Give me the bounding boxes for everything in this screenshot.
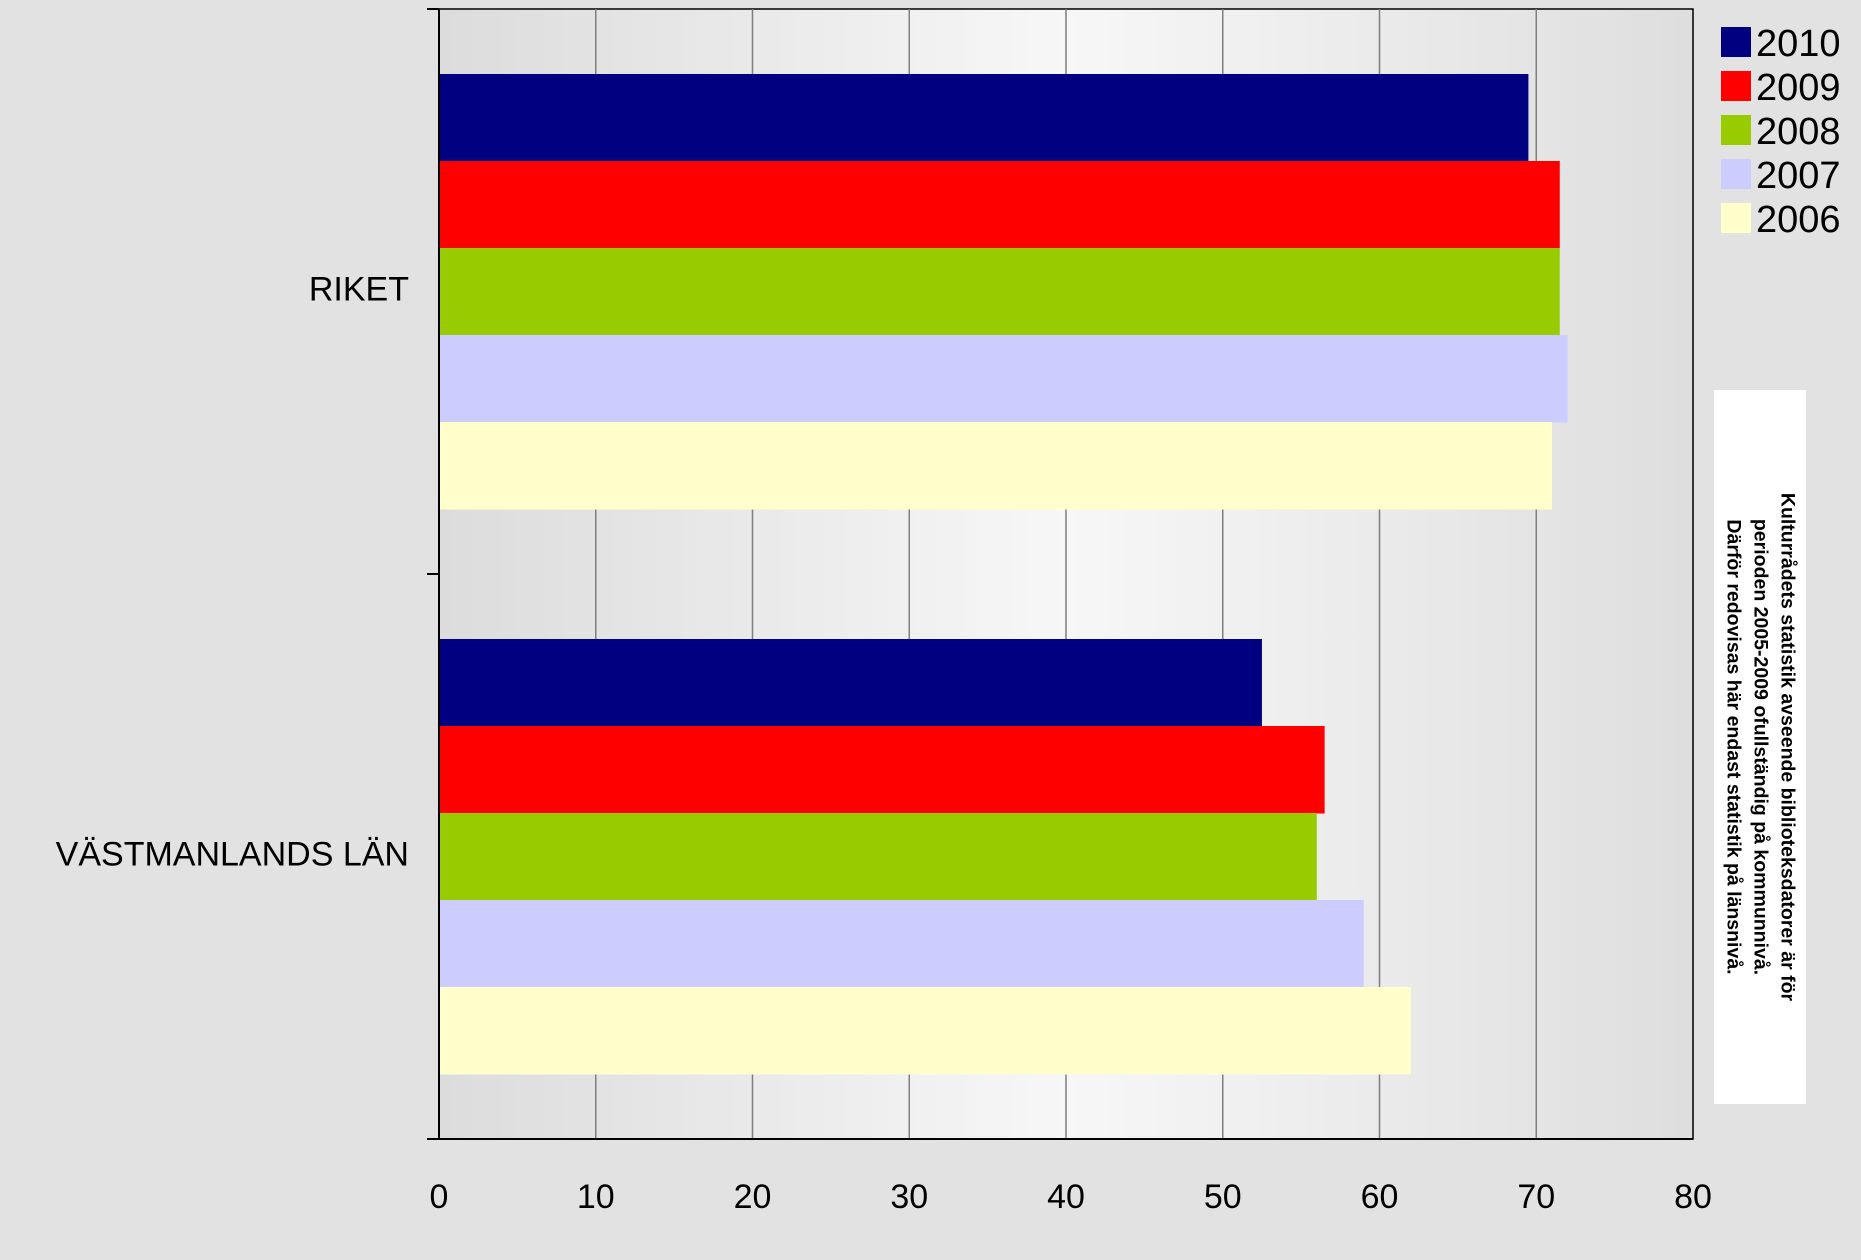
x-tick-label: 60: [1361, 1178, 1399, 1216]
category-label: RIKET: [309, 270, 409, 308]
legend-swatch: [1721, 115, 1751, 145]
legend-item: 2007: [1721, 155, 1841, 197]
bar-2009-1: [439, 726, 1325, 814]
legend-swatch: [1721, 71, 1751, 101]
note-text: Kulturrådets statistik avseende bibliote…: [1722, 492, 1799, 1002]
legend-label: 2006: [1756, 199, 1841, 241]
legend-item: 2008: [1721, 111, 1841, 153]
legend-item: 2009: [1721, 67, 1841, 109]
bar-2010-0: [439, 74, 1529, 162]
legend-label: 2007: [1756, 155, 1841, 197]
bar-2010-1: [439, 639, 1262, 727]
bar-2009-0: [439, 161, 1560, 249]
bar-2008-1: [439, 813, 1317, 901]
bar-2006-1: [439, 987, 1411, 1075]
bar-2007-0: [439, 335, 1568, 423]
legend-label: 2008: [1756, 111, 1841, 153]
x-tick-label: 80: [1674, 1178, 1712, 1216]
legend-swatch: [1721, 203, 1751, 233]
legend-label: 2010: [1756, 23, 1841, 65]
note-box: Kulturrådets statistik avseende bibliote…: [1714, 390, 1806, 1104]
legend-swatch: [1721, 27, 1751, 57]
bar-2006-0: [439, 422, 1552, 510]
x-tick-label: 10: [577, 1178, 615, 1216]
bar-2007-1: [439, 900, 1364, 988]
x-tick-label: 20: [734, 1178, 772, 1216]
legend-item: 2006: [1721, 199, 1841, 241]
x-tick-label: 0: [430, 1178, 449, 1216]
legend-item: 2010: [1721, 23, 1841, 65]
bar-2008-0: [439, 248, 1560, 336]
legend-swatch: [1721, 159, 1751, 189]
x-tick-label: 70: [1517, 1178, 1555, 1216]
x-tick-label: 50: [1204, 1178, 1242, 1216]
x-tick-label: 40: [1047, 1178, 1085, 1216]
category-label: VÄSTMANLANDS LÄN: [56, 835, 409, 873]
legend-label: 2009: [1756, 67, 1841, 109]
x-tick-label: 30: [890, 1178, 928, 1216]
